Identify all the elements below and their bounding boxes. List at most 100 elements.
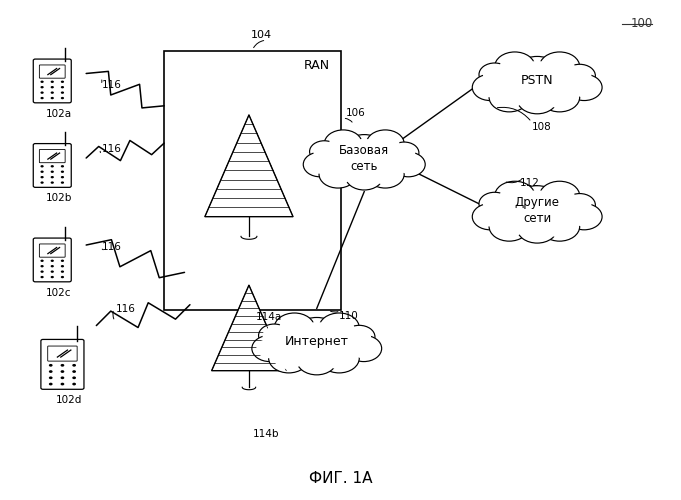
Circle shape xyxy=(568,196,592,214)
Polygon shape xyxy=(212,285,286,370)
Polygon shape xyxy=(205,115,293,216)
Circle shape xyxy=(324,130,362,158)
Text: 100: 100 xyxy=(630,18,652,30)
Circle shape xyxy=(40,86,44,88)
Circle shape xyxy=(479,63,510,86)
Circle shape xyxy=(345,162,383,190)
Circle shape xyxy=(347,139,381,164)
Circle shape xyxy=(329,134,358,154)
Circle shape xyxy=(72,370,76,373)
Circle shape xyxy=(61,270,64,273)
Circle shape xyxy=(319,313,360,342)
Circle shape xyxy=(49,370,52,373)
Ellipse shape xyxy=(497,194,577,227)
Circle shape xyxy=(393,145,415,161)
Circle shape xyxy=(303,152,337,177)
Text: 104: 104 xyxy=(251,30,272,40)
Circle shape xyxy=(40,270,44,273)
Circle shape xyxy=(50,170,54,173)
Circle shape xyxy=(544,216,575,238)
Circle shape xyxy=(567,204,602,230)
Circle shape xyxy=(539,82,580,112)
Circle shape xyxy=(61,97,64,100)
Circle shape xyxy=(494,216,524,238)
Text: 102c: 102c xyxy=(46,288,71,298)
Circle shape xyxy=(61,376,64,379)
Circle shape xyxy=(297,346,337,375)
Circle shape xyxy=(61,80,64,83)
Text: 116: 116 xyxy=(115,304,136,314)
Circle shape xyxy=(568,67,592,84)
Circle shape xyxy=(302,349,332,371)
Circle shape xyxy=(494,86,524,108)
Circle shape xyxy=(522,88,552,110)
Text: 110: 110 xyxy=(339,310,359,320)
Circle shape xyxy=(40,260,44,262)
Circle shape xyxy=(483,195,507,212)
Circle shape xyxy=(61,182,64,184)
Circle shape xyxy=(477,207,504,227)
Circle shape xyxy=(61,276,64,278)
Circle shape xyxy=(50,276,54,278)
Text: Базовая
сеть: Базовая сеть xyxy=(339,144,390,172)
Circle shape xyxy=(473,204,508,230)
Circle shape xyxy=(489,82,529,112)
Circle shape xyxy=(346,336,381,361)
Circle shape xyxy=(49,382,52,386)
FancyBboxPatch shape xyxy=(39,150,65,162)
Circle shape xyxy=(61,86,64,88)
Circle shape xyxy=(61,370,64,373)
Circle shape xyxy=(477,78,504,98)
FancyBboxPatch shape xyxy=(39,65,65,78)
Circle shape xyxy=(564,194,595,216)
Circle shape xyxy=(310,141,339,163)
Circle shape xyxy=(513,186,562,222)
Circle shape xyxy=(61,170,64,173)
Circle shape xyxy=(298,322,335,349)
Circle shape xyxy=(571,207,598,227)
Circle shape xyxy=(519,61,556,88)
Circle shape xyxy=(50,165,54,168)
Circle shape xyxy=(72,382,76,386)
Circle shape xyxy=(49,376,52,379)
Text: 114b: 114b xyxy=(253,429,279,439)
Text: PSTN: PSTN xyxy=(521,74,554,88)
Circle shape xyxy=(313,144,335,160)
Circle shape xyxy=(279,316,309,339)
Circle shape xyxy=(347,328,371,345)
Circle shape xyxy=(392,152,425,177)
Circle shape xyxy=(259,324,290,347)
Circle shape xyxy=(539,181,580,211)
Circle shape xyxy=(567,74,602,101)
Circle shape xyxy=(61,260,64,262)
Circle shape xyxy=(544,185,575,207)
Text: Интернет: Интернет xyxy=(285,336,349,348)
Circle shape xyxy=(500,185,530,207)
Circle shape xyxy=(40,170,44,173)
Circle shape xyxy=(274,347,304,369)
Circle shape xyxy=(61,382,64,386)
Text: 108: 108 xyxy=(532,122,552,132)
Circle shape xyxy=(366,160,405,188)
FancyBboxPatch shape xyxy=(33,59,72,103)
Circle shape xyxy=(366,130,405,158)
Circle shape xyxy=(396,155,421,174)
Bar xyxy=(164,51,340,310)
Ellipse shape xyxy=(497,64,577,98)
Circle shape xyxy=(341,134,387,168)
Circle shape xyxy=(50,97,54,100)
Text: RAN: RAN xyxy=(304,58,330,71)
Circle shape xyxy=(252,336,287,361)
Circle shape xyxy=(371,164,400,184)
Circle shape xyxy=(274,313,315,342)
Circle shape xyxy=(319,344,360,373)
Circle shape xyxy=(50,260,54,262)
Text: 102d: 102d xyxy=(56,396,82,406)
Circle shape xyxy=(522,217,552,240)
Text: 116: 116 xyxy=(101,242,122,252)
Circle shape xyxy=(479,192,510,215)
Circle shape xyxy=(489,212,529,241)
Circle shape xyxy=(517,84,557,114)
Circle shape xyxy=(40,97,44,100)
Circle shape xyxy=(500,56,530,78)
